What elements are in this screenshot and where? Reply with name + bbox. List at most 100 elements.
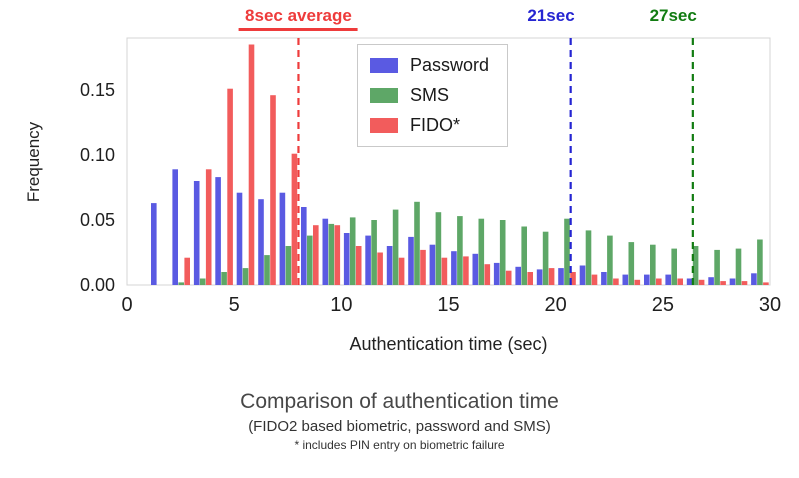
sms-bar bbox=[307, 235, 313, 285]
legend-swatch-fido bbox=[370, 118, 398, 133]
sms-bar bbox=[285, 246, 292, 285]
sms-bar bbox=[564, 218, 570, 285]
password-bar bbox=[151, 203, 157, 285]
fido-bar bbox=[698, 279, 705, 285]
legend: Password SMS FIDO* bbox=[357, 44, 509, 147]
x-tick-label: 25 bbox=[652, 294, 674, 316]
fido-bar bbox=[677, 278, 683, 285]
fido-bar bbox=[741, 281, 748, 285]
fido-bar bbox=[248, 44, 255, 285]
legend-label-password: Password bbox=[410, 55, 490, 75]
sms-bar bbox=[371, 220, 377, 285]
x-tick-label: 0 bbox=[121, 294, 132, 316]
legend-swatch-password bbox=[370, 58, 398, 73]
sms-bar bbox=[735, 248, 742, 285]
sms-bar bbox=[178, 282, 184, 285]
password-bar bbox=[601, 272, 607, 285]
password-bar bbox=[236, 192, 243, 285]
histogram-chart: 0 5 10 15 20 25 30 0.00 0.05 0.10 0.15 bbox=[80, 37, 781, 316]
password-bar bbox=[258, 199, 264, 285]
sms-bar bbox=[650, 244, 656, 285]
password-bar bbox=[386, 246, 393, 285]
x-tick-label: 20 bbox=[545, 294, 567, 316]
password-bar bbox=[708, 277, 714, 285]
password-bar bbox=[451, 251, 457, 285]
password-bar bbox=[343, 233, 350, 285]
password-bar bbox=[301, 207, 307, 285]
legend-swatch-sms bbox=[370, 88, 398, 103]
fido-bar bbox=[398, 257, 405, 285]
x-axis-label: Authentication time (sec) bbox=[349, 334, 548, 354]
fido-bar bbox=[270, 95, 276, 285]
figure-title: Comparison of authentication time bbox=[240, 390, 559, 413]
fido-bar bbox=[463, 256, 469, 285]
password-bar bbox=[193, 181, 200, 285]
fido-bar bbox=[548, 268, 555, 285]
fido-bar bbox=[656, 278, 662, 285]
sms-bar bbox=[714, 249, 720, 285]
fido-bar bbox=[441, 257, 448, 285]
fido-bar bbox=[227, 88, 233, 285]
sms-bar bbox=[414, 201, 420, 285]
fido-bar bbox=[505, 270, 512, 285]
sms-bar bbox=[542, 231, 549, 285]
y-tick-label: 0.15 bbox=[80, 80, 115, 100]
x-tick-label: 15 bbox=[437, 294, 459, 316]
sms-bar bbox=[392, 209, 399, 285]
sms-bar bbox=[199, 278, 206, 285]
password-bar bbox=[515, 266, 521, 285]
fido-bar bbox=[570, 272, 576, 285]
sms-bar bbox=[349, 217, 356, 285]
sms-average-label: 27sec bbox=[649, 6, 697, 25]
fido-bar bbox=[184, 257, 190, 285]
fido-bar bbox=[484, 264, 491, 285]
fido-bar bbox=[613, 278, 619, 285]
password-bar bbox=[408, 236, 414, 285]
sms-bar bbox=[242, 268, 249, 285]
password-bar bbox=[429, 244, 436, 285]
figure-subtitle: (FIDO2 based biometric, password and SMS… bbox=[248, 418, 551, 435]
password-bar bbox=[493, 262, 500, 285]
fido-bar bbox=[634, 279, 641, 285]
sms-bar bbox=[607, 235, 613, 285]
password-bar bbox=[729, 278, 736, 285]
legend-item-fido: FIDO* bbox=[370, 115, 489, 136]
legend-item-password: Password bbox=[370, 55, 489, 76]
sms-bar bbox=[757, 239, 763, 285]
figure-footnote: * includes PIN entry on biometric failur… bbox=[294, 438, 505, 452]
sms-bar bbox=[457, 216, 463, 285]
sms-bar bbox=[478, 218, 485, 285]
password-bar bbox=[686, 278, 693, 285]
fido-bar bbox=[205, 169, 212, 285]
password-bar bbox=[365, 235, 371, 285]
legend-label-sms: SMS bbox=[410, 85, 450, 105]
sms-bar bbox=[221, 272, 227, 285]
password-bar bbox=[536, 269, 543, 285]
x-tick-label: 30 bbox=[759, 294, 781, 316]
sms-bar bbox=[585, 230, 592, 285]
x-tick-label: 5 bbox=[229, 294, 240, 316]
fido-average-label: 8sec average bbox=[239, 6, 358, 31]
sms-bar bbox=[521, 226, 527, 285]
fido-bar bbox=[420, 249, 426, 285]
fido-bar bbox=[355, 246, 362, 285]
password-bar bbox=[558, 268, 564, 285]
password-bar bbox=[279, 192, 286, 285]
password-bar bbox=[579, 265, 586, 285]
x-tick-label: 10 bbox=[330, 294, 352, 316]
fido-bar bbox=[334, 225, 341, 285]
legend-label-fido: FIDO* bbox=[410, 115, 461, 135]
password-bar bbox=[622, 274, 629, 285]
sms-bar bbox=[328, 223, 335, 285]
password-bar bbox=[322, 218, 329, 285]
fido-bar bbox=[720, 281, 726, 285]
password-bar bbox=[172, 169, 178, 285]
fido-bar bbox=[377, 252, 383, 285]
password-bar bbox=[665, 274, 671, 285]
fido-bar bbox=[527, 272, 533, 285]
fido-bar bbox=[763, 282, 769, 285]
y-tick-label: 0.10 bbox=[80, 145, 115, 165]
plot-border bbox=[126, 37, 771, 286]
password-average-label: 21sec bbox=[527, 6, 575, 25]
